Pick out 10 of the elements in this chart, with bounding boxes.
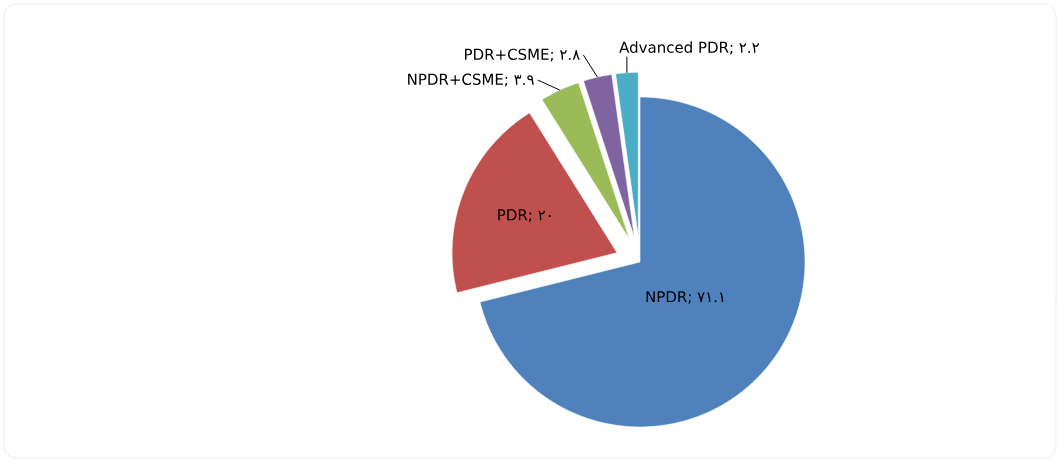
slice-label: Advanced PDR <box>619 41 729 53</box>
slice-label: PDR+CSME <box>465 48 549 60</box>
data-label: ; ۳.۹ <box>505 75 534 87</box>
data-label: ; ۲۰ <box>528 210 551 223</box>
slice-label: PDR <box>498 209 528 221</box>
slice-label: NPDR <box>646 291 687 303</box>
slice-label: NPDR+CSME <box>408 73 503 85</box>
data-label: ; ۲.۸ <box>550 50 580 62</box>
data-label: ; ۲.۲ <box>730 43 760 55</box>
data-label: ; ۷۱.۱ <box>688 292 724 304</box>
